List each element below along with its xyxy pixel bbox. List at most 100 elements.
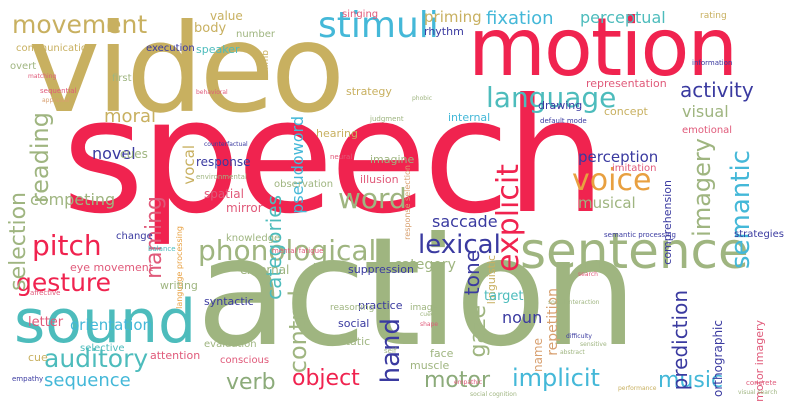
word-language_processing: language processing (175, 226, 184, 309)
word-matching: matching (28, 73, 57, 80)
word-vocal: vocal (180, 145, 198, 185)
word-neural: neural (330, 153, 353, 161)
word-counterfactual: counterfactual (204, 141, 248, 148)
word-semantic: semantic (726, 150, 756, 269)
word-concept: concept (604, 105, 648, 118)
word-attention: attention (150, 349, 201, 362)
word-response: response (196, 155, 251, 169)
word-internal: internal (448, 111, 491, 124)
word-pseudoword: pseudoword (288, 116, 307, 214)
word-noun: noun (502, 308, 543, 327)
word-sensitive: sensitive (580, 341, 607, 348)
word-strategies: strategies (734, 229, 784, 240)
word-writing: writing (160, 279, 198, 292)
word-gaze: gaze (466, 305, 491, 358)
word-image: image (410, 303, 439, 313)
word-language: language (486, 81, 617, 114)
word-motion: motion (468, 1, 738, 94)
word-pitch: pitch (32, 229, 102, 262)
word-emotional: emotional (682, 125, 733, 136)
word-external: external (240, 263, 290, 277)
word-gesture: gesture (16, 268, 112, 297)
word-suppression: suppression (348, 263, 414, 276)
word-action: action (196, 206, 638, 380)
word-rhythm: rhythm (424, 25, 464, 38)
word-affective: affective (30, 289, 61, 297)
word-limb: limb (261, 50, 271, 70)
word-shape: shape (420, 321, 439, 328)
word-appraisal: appraisal (42, 97, 70, 104)
word-lexical: lexical (418, 230, 501, 260)
word-information: information (692, 59, 733, 67)
word-practice: practice (358, 299, 403, 312)
word-social_cognition: social cognition (470, 391, 517, 398)
word-illusion: illusion (360, 173, 399, 186)
word-selection: selection (6, 192, 31, 291)
word-body: body (194, 21, 227, 36)
word-conscious: conscious (220, 355, 270, 366)
word-rating: rating (700, 11, 727, 21)
word-imagine: imagine (370, 153, 415, 166)
word-empathic: empathic (454, 379, 483, 386)
word-selective: selective (80, 343, 125, 354)
word-visual_search: visual search (738, 389, 778, 396)
word-sentence: sentence (520, 222, 749, 280)
word-social: social (338, 317, 370, 330)
word-performance: performance (618, 385, 657, 392)
word-category: category (394, 257, 456, 273)
word-moral: moral (104, 106, 156, 127)
word-perception: perception (578, 148, 659, 166)
word-sequential: sequential (40, 87, 77, 95)
word-singing: singing (342, 9, 379, 20)
word-cued: cued (420, 311, 435, 318)
word-speech: speech (62, 65, 606, 249)
word-priming: priming (424, 8, 482, 26)
word-syntactic: syntactic (204, 295, 254, 308)
word-reasoning: reasoning (330, 303, 375, 313)
word-empathy: empathy (12, 375, 44, 383)
word-imitation: imitation (612, 163, 657, 174)
word-representation: representation (586, 77, 667, 90)
word-musical: musical (578, 194, 636, 212)
word-observation: observation (274, 179, 334, 190)
word-cue: cue (28, 351, 48, 364)
word-visual: visual (682, 102, 729, 121)
word-orientation: orientation (70, 316, 153, 334)
word-imagery: imagery (688, 138, 716, 237)
word-target: target (484, 289, 524, 304)
word-face: face (430, 347, 454, 360)
word-first: first (112, 73, 132, 84)
word-competing: competing (30, 190, 116, 209)
word-explicit: explicit (491, 164, 526, 272)
word-saccade: saccade (432, 212, 498, 231)
word-response_selection: response selection (403, 165, 412, 240)
word-sound: sound (14, 287, 197, 357)
word-tone: tone (460, 250, 484, 296)
word-communication: communication (16, 43, 94, 54)
word-music: music (658, 368, 724, 393)
word-name: name (531, 338, 545, 373)
word-overt: overt (10, 61, 37, 72)
word-judgment: judgment (370, 115, 404, 123)
word-default_mode: default mode (540, 117, 587, 125)
word-voice: voice (572, 163, 652, 198)
word-mirror: mirror (226, 201, 263, 215)
word-change: change (116, 231, 153, 242)
word-self: self (384, 347, 397, 355)
word-novel: novel (92, 144, 136, 163)
word-motor: motor (424, 368, 491, 393)
word-number: number (236, 29, 276, 40)
word-cues: cues (120, 147, 148, 161)
word-static: static (340, 335, 371, 348)
word-comprehension: comprehension (661, 180, 674, 265)
word-fixation: fixation (486, 8, 554, 29)
word-muscle: muscle (410, 359, 450, 372)
word-behavioral: behavioral (196, 89, 228, 96)
word-auditory: auditory (44, 344, 149, 373)
word-spatial: spatial (204, 187, 244, 201)
word-word: word (338, 182, 407, 215)
word-concrete: concrete (746, 379, 777, 387)
word-difficulty: difficulty (566, 333, 592, 340)
word-phonological: phonological (198, 234, 377, 267)
word-execution: execution (146, 43, 195, 54)
